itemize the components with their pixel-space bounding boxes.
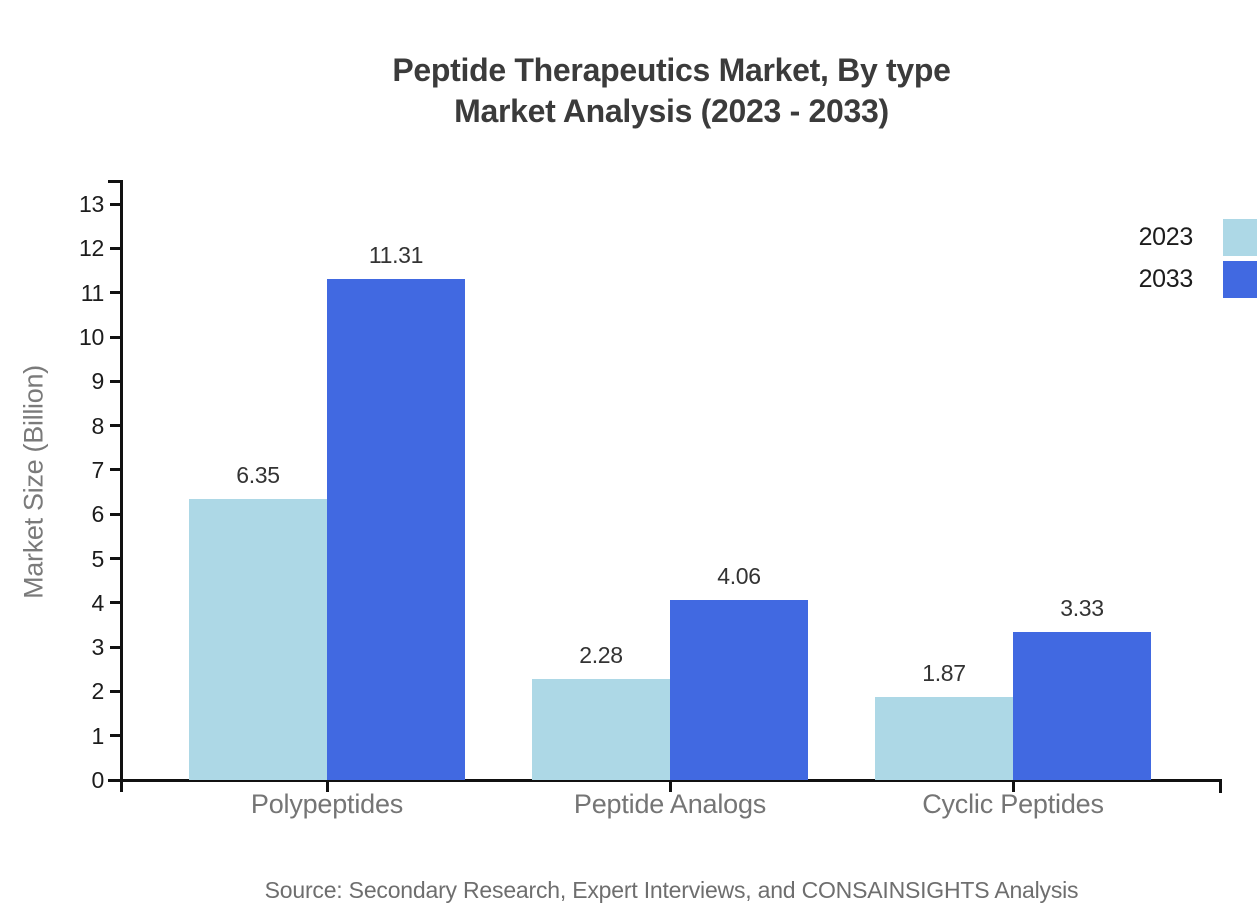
y-tick [110, 203, 120, 206]
y-tick-label: 12 [79, 235, 104, 261]
y-tick [110, 424, 120, 427]
bar-2023-0 [189, 499, 327, 780]
bar-2023-1 [532, 679, 670, 780]
y-tick-label: 9 [91, 368, 105, 394]
source-note: Source: Secondary Research, Expert Inter… [264, 877, 1079, 903]
bar-2033-0 [327, 279, 465, 780]
y-tick-label: 2 [91, 678, 105, 704]
bar-2023-2 [875, 697, 1013, 780]
x-axis-end-tick [1219, 780, 1222, 793]
y-tick [110, 380, 120, 383]
y-axis-end-tick [108, 180, 120, 183]
bar-value-label: 11.31 [368, 242, 424, 268]
category-label: Cyclic Peptides [922, 789, 1104, 819]
category-label: Polypeptides [250, 789, 404, 819]
y-tick [110, 646, 120, 649]
legend-label: 2023 [1138, 223, 1194, 251]
y-tick-label: 6 [91, 501, 105, 527]
y-tick-label: 11 [80, 280, 105, 306]
legend-swatch [1223, 261, 1257, 298]
bar-value-label: 1.87 [922, 660, 966, 686]
legend-item-2023: 2023 [1139, 219, 1257, 256]
y-tick-label: 8 [91, 413, 105, 439]
y-tick [110, 690, 120, 693]
bar-value-label: 6.35 [236, 462, 280, 488]
x-axis-line [108, 779, 1222, 782]
y-tick [110, 336, 120, 339]
x-tick [1012, 780, 1015, 792]
y-axis-line [120, 180, 123, 792]
legend-label: 2033 [1138, 265, 1194, 293]
y-tick [110, 601, 120, 604]
bar-2033-1 [670, 600, 808, 780]
chart-title: Peptide Therapeutics Market, By type Mar… [121, 50, 1222, 132]
y-tick [110, 734, 120, 737]
y-tick [110, 779, 120, 782]
legend-swatch [1223, 219, 1257, 256]
chart-title-line1: Peptide Therapeutics Market, By type [392, 52, 951, 88]
y-tick-label: 1 [91, 723, 105, 749]
chart-title-line2: Market Analysis (2023 - 2033) [454, 93, 889, 129]
y-tick-label: 7 [91, 457, 105, 483]
category-label: Peptide Analogs [573, 789, 767, 819]
y-tick-label: 10 [79, 324, 104, 350]
bar-value-label: 2.28 [579, 642, 623, 668]
bar-value-label: 3.33 [1060, 595, 1104, 621]
bar-2033-2 [1013, 632, 1151, 780]
y-tick-label: 5 [91, 546, 105, 572]
x-tick [326, 780, 329, 792]
y-tick [110, 291, 120, 294]
y-tick [110, 513, 120, 516]
y-tick-label: 3 [91, 634, 105, 660]
legend: 2023 2033 [1139, 219, 1257, 298]
y-tick [110, 468, 120, 471]
y-tick-label: 0 [91, 767, 105, 793]
y-tick [110, 557, 120, 560]
y-tick [110, 247, 120, 250]
x-tick [669, 780, 672, 792]
y-tick-label: 13 [79, 191, 104, 217]
y-tick-label: 4 [91, 590, 105, 616]
legend-item-2033: 2033 [1139, 261, 1257, 298]
bar-value-label: 4.06 [717, 563, 761, 589]
